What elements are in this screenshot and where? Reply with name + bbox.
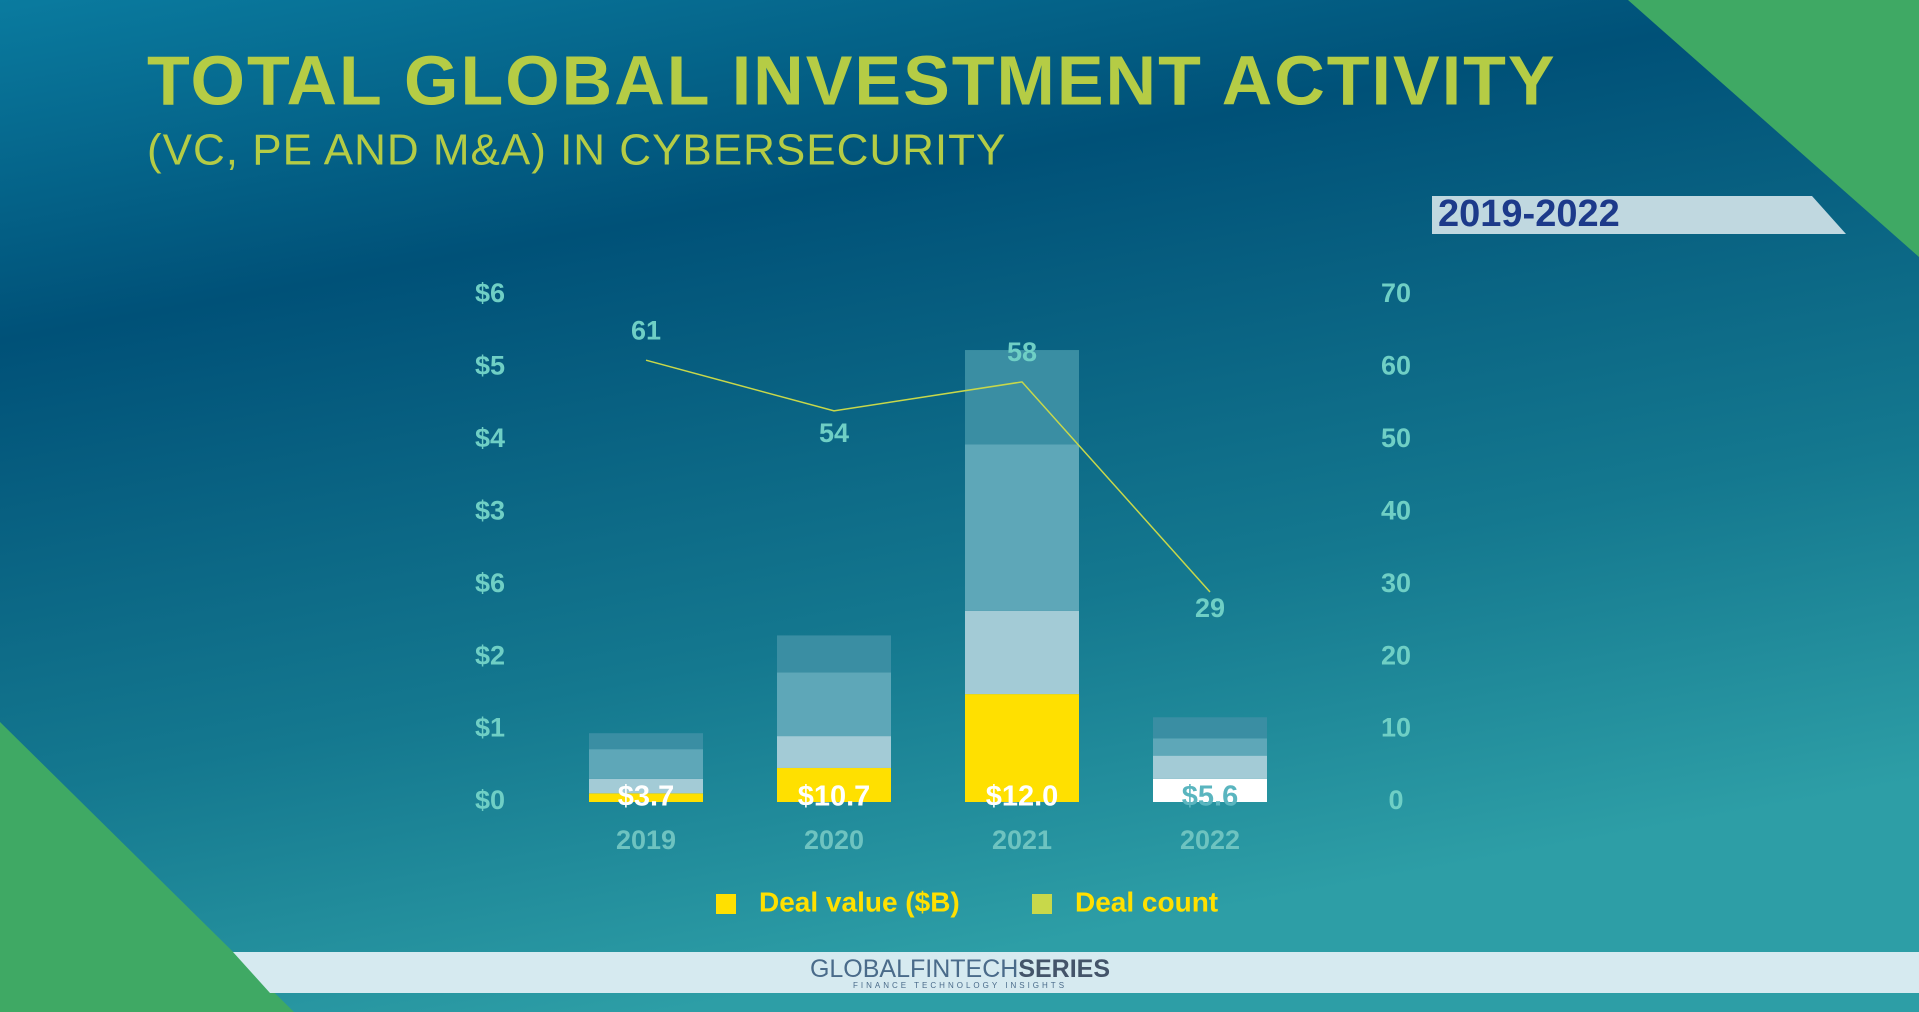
legend-swatch: [1032, 894, 1052, 914]
y2-tick-label: 40: [1381, 495, 1411, 525]
bar-segment: [1153, 738, 1267, 756]
line-series: [645, 359, 1211, 593]
period-badge: [1432, 196, 1846, 234]
bar-segment: [965, 694, 1079, 802]
point-label: 61: [631, 315, 661, 345]
brand-light: GLOBALFINTECH: [810, 955, 1018, 983]
bar-label: $3.7: [618, 781, 674, 813]
bar-label: $5.6: [1182, 781, 1238, 813]
brand-bold: SERIES: [1018, 955, 1110, 983]
footer-brand: GLOBALFINTECHSERIES: [810, 955, 1110, 983]
y-tick-label: $6: [475, 278, 505, 308]
bar-segment: [589, 778, 703, 794]
y-tick-label: $3: [475, 495, 505, 525]
bar-segment: [777, 635, 891, 673]
bar-segment: [965, 444, 1079, 611]
bar-segment: [589, 733, 703, 750]
x-tick-label: 2020: [804, 825, 864, 855]
bar-segment: [777, 736, 891, 768]
point-label: 54: [819, 418, 849, 448]
y2-tick-label: 70: [1381, 278, 1411, 308]
bar-label: $10.7: [798, 781, 871, 813]
y2-tick-label: 50: [1381, 423, 1411, 453]
y2-tick-label: 60: [1381, 351, 1411, 381]
y-tick-label: $6: [475, 568, 505, 598]
bar-segment: [589, 793, 703, 802]
point-label: 58: [1007, 337, 1037, 367]
bar-segment: [1153, 778, 1267, 802]
chart-title: TOTAL GLOBAL INVESTMENT ACTIVITY: [147, 41, 1557, 119]
bar-segment: [965, 610, 1079, 695]
bar-segment: [589, 749, 703, 779]
y2-tick-label: 30: [1381, 568, 1411, 598]
y2-tick-label: 0: [1388, 785, 1403, 815]
y2-tick-label: 20: [1381, 640, 1411, 670]
legend-label: Deal value ($B): [759, 886, 960, 917]
bar-segment: [777, 767, 891, 802]
footer-tagline: FINANCE TECHNOLOGY INSIGHTS: [853, 981, 1067, 990]
bar-segment: [1153, 717, 1267, 739]
chart-subtitle: (VC, PE AND M&A) IN CYBERSECURITY: [147, 126, 1006, 175]
legend-label: Deal count: [1075, 886, 1218, 917]
period-label: 2019-2022: [1438, 193, 1620, 235]
bar-segment: [965, 350, 1079, 445]
y2-tick-label: 10: [1381, 713, 1411, 743]
x-tick-label: 2019: [616, 825, 676, 855]
x-tick-label: 2021: [992, 825, 1052, 855]
corner-decoration: [1628, 0, 1919, 257]
y-tick-label: $2: [475, 640, 505, 670]
bar-segment: [1153, 755, 1267, 779]
y-tick-label: $1: [475, 713, 505, 743]
legend-swatch: [716, 894, 736, 914]
footer-strip: [233, 952, 1919, 993]
corner-decoration: [0, 722, 294, 1012]
y-tick-label: $5: [475, 351, 505, 381]
point-label: 29: [1195, 593, 1225, 623]
bar-label: $12.0: [986, 781, 1059, 813]
y-tick-label: $4: [475, 423, 505, 453]
x-tick-label: 2022: [1180, 825, 1240, 855]
bar-segment: [777, 672, 891, 737]
y-tick-label: $0: [475, 785, 505, 815]
